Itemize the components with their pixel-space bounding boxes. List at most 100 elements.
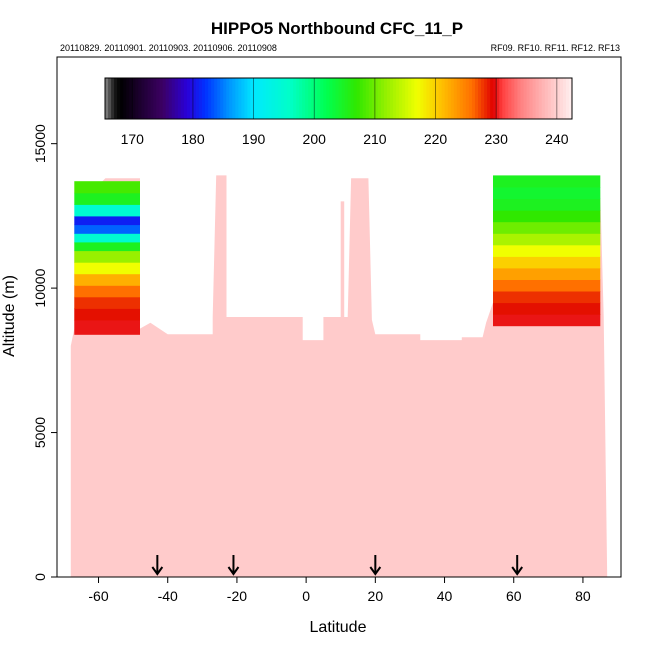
colorbar-swatch (280, 78, 285, 119)
northern-stratosphere-cell (493, 187, 601, 200)
colorbar-swatch (484, 78, 488, 119)
colorbar-swatch (347, 78, 352, 119)
y-axis-label: Altitude (m) (1, 275, 18, 357)
southern-stratosphere-cell (74, 285, 140, 298)
colorbar-swatch (229, 78, 233, 119)
colorbar-swatch (117, 78, 121, 119)
colorbar-swatch (144, 78, 148, 119)
southern-stratosphere-cell (74, 233, 140, 243)
colorbar-swatch (538, 78, 543, 119)
colorbar: 170 180 190 200 210 220 230 240 (104, 77, 573, 147)
colorbar-swatch (114, 78, 118, 119)
colorbar-swatch (359, 78, 364, 119)
colorbar-swatch (414, 78, 418, 119)
chart-title: HIPPO5 Northbound CFC_11_P (211, 19, 463, 38)
colorbar-swatch (474, 78, 479, 119)
southern-stratosphere-cell (74, 250, 140, 263)
colorbar-swatch (120, 78, 124, 119)
colorbar-swatch (132, 78, 136, 119)
colorbar-swatch (259, 78, 264, 119)
colorbar-swatch (283, 78, 288, 119)
colorbar-swatch (277, 78, 282, 119)
x-tick-label: -60 (88, 588, 108, 604)
colorbar-swatch (547, 78, 552, 119)
chart-subtitle-flights: RF09. RF10. RF11. RF12. RF13 (491, 43, 620, 53)
colorbar-swatch (244, 78, 248, 119)
colorbar-swatch (129, 78, 133, 119)
y-tick-label: 15000 (32, 124, 48, 163)
colorbar-tick-label: 240 (545, 131, 569, 147)
colorbar-tick-label: 210 (363, 131, 387, 147)
x-tick-label: -40 (158, 588, 178, 604)
colorbar-swatch (199, 78, 203, 119)
colorbar-swatch (232, 78, 236, 119)
colorbar-swatch (323, 78, 327, 119)
x-axis-label: Latitude (310, 619, 367, 636)
y-tick-label: 5000 (32, 417, 48, 448)
x-tick-label: 20 (368, 588, 384, 604)
colorbar-swatch (262, 78, 267, 119)
northern-stratosphere-cell (493, 291, 601, 304)
colorbar-swatch (550, 78, 555, 119)
colorbar-swatch (465, 78, 470, 119)
colorbar-swatch (126, 78, 130, 119)
colorbar-swatch (217, 78, 221, 119)
northern-stratosphere-cell (493, 244, 601, 257)
colorbar-swatch (435, 78, 439, 119)
colorbar-swatch (317, 78, 321, 119)
colorbar-swatch (326, 78, 330, 119)
y-tick-label: 10000 (32, 268, 48, 307)
colorbar-swatch (314, 78, 318, 119)
plot-frame (56, 56, 622, 578)
colorbar-swatch (429, 78, 433, 119)
colorbar-swatch (496, 78, 500, 119)
colorbar-swatch (208, 78, 212, 119)
colorbar-swatch (450, 78, 455, 119)
colorbar-swatch (305, 78, 309, 119)
southern-stratosphere-cell (74, 319, 140, 335)
colorbar-swatch (417, 78, 421, 119)
colorbar-swatch (523, 78, 527, 119)
troposphere-region (70, 175, 608, 577)
colorbar-swatch (426, 78, 430, 119)
colorbar-swatch (377, 78, 382, 119)
flight-marker-arrowhead (369, 566, 382, 576)
colorbar-swatch (220, 78, 224, 119)
colorbar-swatch (423, 78, 427, 119)
colorbar-swatch (508, 78, 512, 119)
colorbar-tick-label: 190 (242, 131, 266, 147)
colorbar-swatch (562, 78, 567, 119)
x-tick-label: 40 (437, 588, 453, 604)
colorbar-swatch (374, 78, 379, 119)
colorbar-swatch (396, 78, 400, 119)
colorbar-swatch (383, 78, 388, 119)
colorbar-swatch (453, 78, 458, 119)
colorbar-swatch (514, 78, 518, 119)
colorbar-swatch (223, 78, 227, 119)
colorbar-swatch (532, 78, 537, 119)
colorbar-swatch (235, 78, 239, 119)
northern-stratosphere-cell (493, 198, 601, 211)
y-tick-label: 0 (32, 573, 48, 581)
colorbar-swatch (411, 78, 415, 119)
colorbar-swatch (332, 78, 336, 119)
colorbar-swatch (526, 78, 530, 119)
colorbar-swatch (493, 78, 497, 119)
colorbar-swatch (462, 78, 467, 119)
x-tick-label: -20 (227, 588, 247, 604)
colorbar-swatch (299, 78, 303, 119)
northern-stratosphere-cell (493, 210, 601, 223)
colorbar-swatch (238, 78, 242, 119)
colorbar-swatch (108, 78, 112, 119)
colorbar-swatch (195, 78, 200, 119)
x-tick-label: 60 (506, 588, 522, 604)
northern-stratosphere-cell (493, 221, 601, 234)
colorbar-swatch (565, 78, 570, 119)
colorbar-swatch (408, 78, 412, 119)
colorbar-tick-label: 170 (121, 131, 145, 147)
colorbar-swatch (438, 78, 442, 119)
colorbar-swatch (171, 78, 176, 119)
colorbar-swatch (553, 78, 558, 119)
northern-stratosphere-cell (493, 175, 601, 188)
